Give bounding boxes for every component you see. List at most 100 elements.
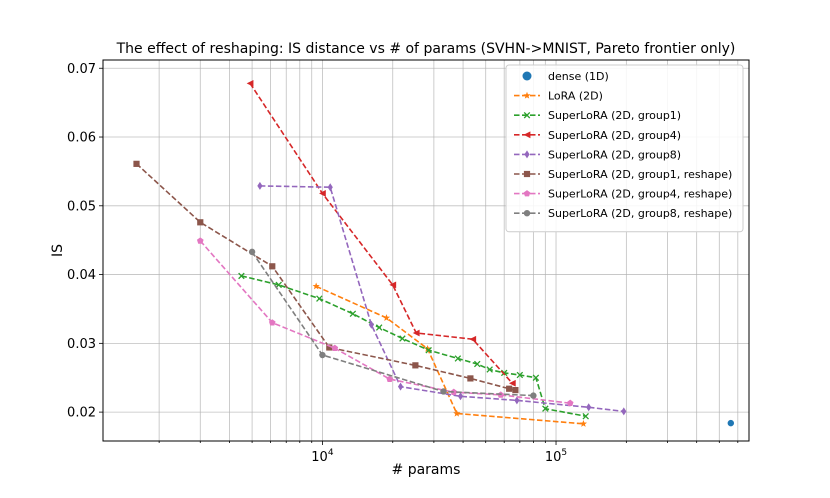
data-point — [326, 344, 333, 351]
data-point — [454, 355, 462, 362]
y-tick-label: 0.06 — [67, 131, 96, 146]
data-point — [453, 409, 461, 417]
data-point — [397, 382, 404, 391]
legend: dense (1D) LoRA (2D) SuperLoRA (2D, group1… — [505, 64, 744, 233]
dense-legend-marker — [522, 71, 532, 81]
legend-entry: SuperLoRA (2D, group4, reshape) — [514, 188, 732, 201]
data-point — [257, 181, 263, 190]
data-point — [331, 344, 339, 351]
data-point — [399, 335, 406, 342]
legend-entry: SuperLoRA (2D, group1, reshape) — [514, 168, 732, 181]
data-point — [486, 366, 493, 373]
data-point — [469, 335, 477, 343]
x-tick-label: 105 — [545, 448, 567, 465]
series-superlora-2d-group8 — [257, 181, 627, 416]
data-point — [412, 362, 419, 369]
data-point — [375, 324, 383, 331]
legend-marker — [523, 210, 531, 217]
legend-marker — [523, 131, 531, 139]
legend-entry: SuperLoRA (2D, group8, reshape) — [514, 207, 732, 220]
data-point — [450, 388, 458, 395]
chart-title: The effect of reshaping: IS distance vs … — [116, 41, 736, 57]
legend-entry: SuperLoRA (2D, group8) — [514, 148, 681, 161]
data-point — [319, 351, 326, 359]
data-point — [389, 281, 397, 289]
data-point — [382, 314, 391, 321]
data-point — [316, 295, 323, 302]
legend-label: SuperLoRA (2D, group4) — [548, 129, 681, 142]
legend-marker — [524, 150, 530, 159]
legend-label: SuperLoRA (2D, group1) — [548, 109, 681, 122]
legend-entry: LoRA (2D) — [514, 90, 603, 103]
data-point — [425, 346, 432, 354]
data-point — [312, 282, 320, 290]
series-superlora-2d-group8-reshape — [248, 248, 537, 399]
legend-frame — [505, 64, 744, 233]
legend-label: LoRA (2D) — [548, 90, 603, 103]
series-layer — [133, 79, 735, 427]
data-point — [467, 375, 474, 382]
data-point — [412, 329, 420, 337]
data-point — [457, 392, 464, 401]
legend-label: SuperLoRA (2D, group8) — [548, 148, 681, 161]
data-point — [542, 405, 549, 412]
data-point — [269, 263, 276, 270]
data-point — [582, 412, 589, 420]
data-point — [473, 360, 481, 368]
x-tick-label: 104 — [311, 448, 334, 465]
data-point — [268, 319, 276, 326]
legend-marker — [523, 190, 531, 197]
data-point — [621, 407, 627, 416]
data-point — [319, 190, 326, 197]
legend-label: dense (1D) — [548, 70, 609, 83]
data-point — [586, 403, 592, 412]
series-line — [251, 251, 534, 397]
data-point — [508, 379, 516, 387]
data-point — [349, 310, 357, 318]
series-superlora-2d-group4-reshape — [196, 237, 574, 407]
legend-label: SuperLoRA (2D, group1, reshape) — [548, 168, 732, 181]
data-point — [368, 320, 374, 329]
series-superlora-2d-group4 — [246, 79, 516, 387]
y-tick-label: 0.02 — [67, 406, 96, 421]
series-superlora-2d-group1 — [238, 272, 589, 420]
legend-marker — [523, 111, 531, 119]
data-point — [248, 248, 256, 256]
data-point — [246, 79, 254, 87]
series-line — [249, 82, 513, 384]
data-point — [196, 237, 204, 244]
series-superlora-2d-group1-reshape — [133, 160, 519, 394]
legend-label: SuperLoRA (2D, group4, reshape) — [548, 188, 732, 201]
data-point — [238, 272, 245, 280]
y-tick-label: 0.03 — [67, 337, 96, 352]
data-point — [727, 419, 735, 427]
data-point — [327, 183, 333, 192]
data-point — [566, 399, 574, 407]
series-line — [259, 185, 624, 413]
legend-entry: SuperLoRA (2D, group4) — [514, 129, 681, 142]
tick-layer: 104 105 0.02 0.03 0.04 0.05 0.06 0.07 — [67, 62, 739, 465]
legend-entry: dense (1D) — [522, 70, 609, 83]
data-point — [386, 375, 393, 382]
data-point — [514, 396, 520, 405]
y-axis-label: IS — [50, 244, 66, 257]
series-dense-1d — [727, 419, 735, 427]
data-point — [197, 219, 204, 226]
y-tick-label: 0.07 — [67, 62, 96, 77]
data-point — [579, 420, 588, 427]
data-point — [440, 388, 447, 395]
y-tick-label: 0.04 — [67, 268, 96, 283]
legend-entry: SuperLoRA (2D, group1) — [514, 109, 681, 122]
grid-layer — [103, 60, 749, 441]
legend-marker — [523, 91, 531, 99]
data-point — [506, 385, 513, 392]
legend-marker — [523, 170, 531, 178]
data-point — [530, 392, 537, 399]
data-point — [512, 387, 519, 394]
legend-label: SuperLoRA (2D, group8, reshape) — [548, 207, 732, 220]
data-point — [275, 281, 282, 289]
data-point — [532, 374, 540, 381]
data-point — [516, 371, 524, 379]
series-line — [135, 163, 516, 391]
